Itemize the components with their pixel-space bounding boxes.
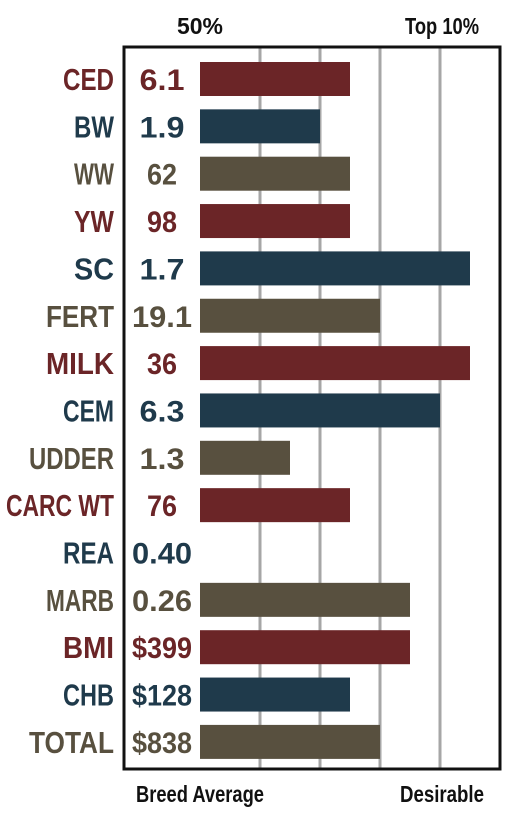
- trait-label-udder: UDDER: [29, 441, 114, 476]
- trait-label-sc: SC: [74, 251, 114, 286]
- epd-value-sc: 1.7: [140, 253, 185, 286]
- bar-yw: [200, 204, 350, 239]
- trait-label-marb: MARB: [46, 583, 114, 618]
- trait-label-rea: REA: [63, 536, 114, 571]
- trait-label-cem: CEM: [63, 393, 114, 428]
- bar-bw: [200, 109, 320, 144]
- trait-label-bmi: BMI: [63, 630, 114, 665]
- bottom-label-desirable: Desirable: [400, 781, 484, 807]
- epd-value-cem: 6.3: [140, 395, 185, 428]
- trait-label-bw: BW: [74, 109, 115, 144]
- trait-label-total: TOTAL: [29, 725, 114, 760]
- epd-value-carc-wt: 76: [147, 490, 177, 523]
- epd-value-ww: 62: [147, 159, 177, 192]
- bar-chb: [200, 677, 350, 712]
- bar-carc-wt: [200, 488, 350, 523]
- trait-label-fert: FERT: [46, 299, 114, 334]
- bottom-label-breed-average: Breed Average: [136, 781, 264, 807]
- trait-label-chb: CHB: [63, 678, 114, 713]
- bars: [200, 62, 470, 759]
- bar-fert: [200, 298, 380, 333]
- epd-value-udder: 1.3: [140, 443, 185, 476]
- bar-milk: [200, 346, 470, 381]
- trait-label-ced: CED: [63, 62, 114, 97]
- epd-value-rea: 0.40: [132, 538, 192, 571]
- bar-cem: [200, 393, 440, 428]
- bar-marb: [200, 582, 410, 617]
- epd-value-bmi: $399: [132, 632, 192, 665]
- epd-value-marb: 0.26: [132, 585, 192, 618]
- top-label-50-percent: 50%: [177, 13, 223, 39]
- bar-ww: [200, 156, 350, 191]
- bar-ced: [200, 62, 350, 96]
- epd-value-yw: 98: [147, 206, 177, 239]
- epd-value-bw: 1.9: [140, 111, 185, 144]
- trait-label-milk: MILK: [46, 346, 115, 381]
- labels: CED 6.1 BW 1.9 WW 62 YW 98 SC 1.7 FERT 19.1 MILK 36 CE…: [6, 62, 192, 760]
- trait-label-carc-wt: CARC WT: [6, 488, 114, 523]
- trait-label-yw: YW: [74, 204, 115, 239]
- epd-value-ced: 6.1: [140, 64, 185, 97]
- bar-udder: [200, 440, 290, 475]
- epd-value-milk: 36: [147, 348, 177, 381]
- bar-total: [200, 724, 380, 759]
- bar-sc: [200, 251, 470, 286]
- trait-label-ww: WW: [74, 157, 114, 192]
- bar-bmi: [200, 630, 410, 665]
- chart-frame: [122, 45, 502, 771]
- epd-value-chb: $128: [132, 680, 192, 713]
- epd-value-total: $838: [132, 727, 192, 760]
- top-label-top-10-percent: Top 10%: [405, 13, 479, 39]
- epd-value-fert: 19.1: [132, 301, 192, 334]
